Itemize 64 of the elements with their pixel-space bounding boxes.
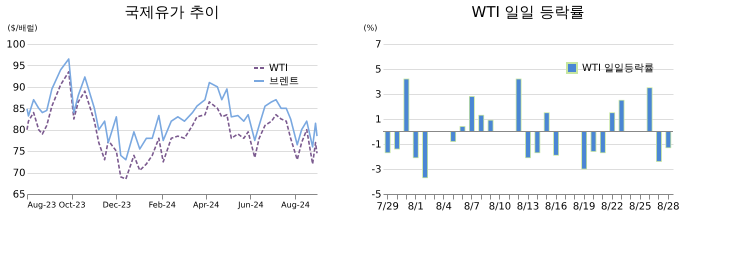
x-tick-label: Jun-24	[237, 200, 264, 210]
bar	[656, 131, 662, 162]
x-tick-label: 8/16	[544, 202, 568, 212]
legend-label: 브렌트	[269, 76, 299, 87]
chart-title: WTI 일일 등락률	[472, 3, 584, 21]
line-series	[26, 58, 318, 161]
bar	[525, 131, 531, 158]
y-tick-label: 7	[375, 40, 382, 50]
x-tick-label: Aug-24	[281, 200, 310, 210]
y-tick-label: 95	[12, 60, 26, 72]
y-tick-label: -5	[372, 190, 382, 200]
x-tick-label: Aug-23	[28, 200, 56, 210]
bar	[544, 112, 550, 132]
bar	[460, 126, 466, 132]
y-tick-label: 3	[375, 90, 382, 100]
x-tick-label: 8/19	[572, 202, 596, 212]
bar	[534, 131, 540, 154]
x-tick-label: 8/7	[464, 202, 480, 212]
bar	[665, 131, 672, 148]
legend-label: WTI	[269, 63, 288, 74]
bar	[600, 131, 606, 154]
x-tick-label: 8/28	[657, 202, 680, 212]
bar	[412, 131, 419, 158]
bar	[553, 131, 559, 156]
y-tick-label: -1	[372, 140, 382, 150]
legend-label: WTI 일일등락률	[582, 63, 654, 74]
bar	[384, 131, 391, 154]
bar	[618, 100, 624, 132]
x-tick-label: Apr-24	[192, 200, 220, 210]
bar	[646, 87, 653, 132]
bar	[403, 78, 410, 132]
y-tick-label: 1	[375, 114, 382, 126]
y-tick-label: 5	[375, 64, 382, 76]
chart-title: 국제유가 추이	[124, 3, 220, 21]
bar	[581, 131, 588, 170]
y-tick-label: 90	[12, 82, 26, 94]
bar	[394, 131, 400, 150]
y-tick-label: 70	[12, 168, 26, 180]
x-tick-label: 8/4	[436, 202, 452, 212]
line-series	[26, 71, 318, 180]
bar	[478, 114, 484, 132]
x-tick-label: Feb-24	[148, 200, 176, 210]
x-tick-label: 8/1	[408, 202, 424, 212]
x-tick-label: 8/10	[488, 202, 512, 212]
y-tick-label: 65	[12, 190, 26, 200]
bar	[488, 120, 494, 132]
y-tick-label: 85	[12, 104, 26, 115]
y-tick-label: -3	[372, 164, 382, 176]
y-tick-label: 75	[12, 146, 26, 158]
y-axis-title: (%)	[364, 24, 378, 32]
y-tick-label: 80	[12, 125, 26, 136]
x-tick-label: Dec-23	[102, 200, 132, 210]
bar	[609, 112, 616, 132]
x-tick-label: 8/22	[600, 202, 624, 212]
y-tick-label: 100	[6, 40, 26, 50]
bar	[422, 131, 428, 178]
bar	[468, 96, 475, 132]
x-tick-label: Oct-23	[58, 200, 86, 210]
bar	[516, 78, 522, 132]
x-tick-label: 7/29	[376, 202, 399, 212]
bar	[590, 131, 596, 152]
x-tick-label: 8/13	[516, 202, 540, 212]
x-tick-label: 8/25	[629, 202, 652, 212]
y-axis-title: ($/배럴)	[8, 24, 38, 32]
